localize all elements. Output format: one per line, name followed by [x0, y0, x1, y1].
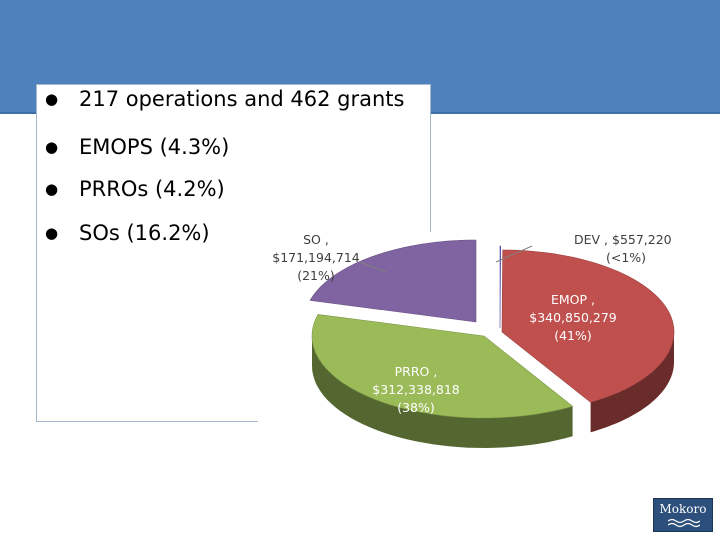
slice-label-emop-line0: EMOP , [551, 292, 595, 307]
slice-percent-dev: (<1%) [606, 250, 646, 265]
bullet-dot-icon: ● [45, 138, 59, 156]
bullet-text: 217 operations and 462 grants [79, 87, 405, 111]
leader-line-so [359, 261, 387, 273]
pie-chart-svg: DEV , $557,220 (<1%) EMOP , $340,850,279 (41… [272, 232, 675, 448]
slice-label-emop-line1: $340,850,279 [529, 310, 617, 325]
logo-text: Mokoro [659, 502, 707, 516]
pie-chart: DEV , $557,220 (<1%) EMOP , $340,850,279 (41… [258, 232, 720, 494]
bullet-dot-icon: ● [45, 180, 59, 198]
slice-label-so-line0: SO , [303, 232, 329, 247]
bullet-text: EMOPS (4.3%) [79, 135, 230, 159]
waves-icon [668, 518, 700, 528]
pie-slice-side-emop [590, 332, 674, 433]
slice-label-prro-line2: (38%) [397, 400, 435, 415]
pie-slice-prro [311, 314, 574, 419]
slice-label-dev: DEV , $557,220 [574, 232, 672, 247]
slice-label-so-line1: $171,194,714 [272, 250, 360, 265]
slice-label-prro-line0: PRRO , [395, 364, 438, 379]
pie-slice-so [309, 239, 477, 323]
slice-label-so-line2: (21%) [297, 268, 335, 283]
bullet-text: SOs (16.2%) [79, 221, 210, 245]
pie-slice-dev [499, 245, 502, 329]
pie-slice-emop [501, 249, 675, 403]
bullet-dot-icon: ● [45, 90, 59, 108]
bullet-text: PRROs (4.2%) [79, 177, 225, 201]
slice-label-prro-line1: $312,338,818 [372, 382, 460, 397]
pie-slice-side-prro [312, 336, 573, 448]
slice-label-emop-line2: (41%) [554, 328, 592, 343]
mokoro-logo: Mokoro [653, 498, 713, 532]
leader-line-dev [495, 245, 533, 263]
bullet-dot-icon: ● [45, 224, 59, 242]
